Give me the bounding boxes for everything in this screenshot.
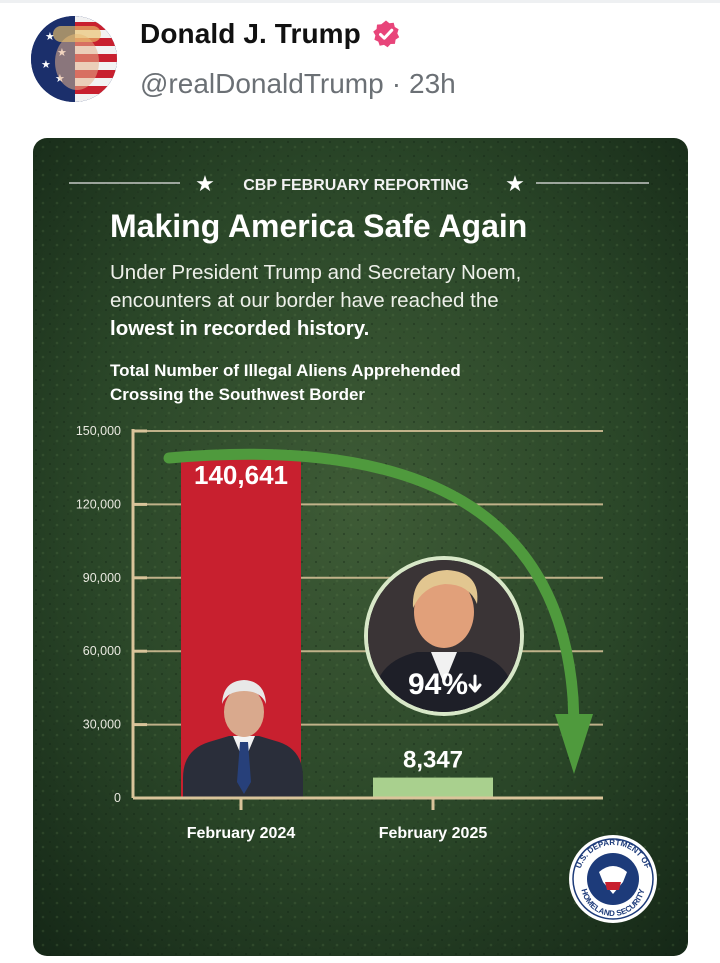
- verified-badge-icon: [373, 20, 400, 48]
- infographic: ★ CBP FEBRUARY REPORTING ★ Making Americ…: [33, 138, 688, 956]
- svg-text:★: ★: [41, 59, 51, 71]
- value-label: 140,641: [194, 460, 288, 490]
- y-tick-label: 150,000: [76, 424, 121, 438]
- top-divider: [0, 0, 720, 3]
- chart-heading-line-2: Crossing the Southwest Border: [110, 385, 365, 404]
- y-tick-label: 60,000: [83, 644, 121, 658]
- percent-badge: 94%: [408, 668, 468, 701]
- subhead-bold: lowest in recorded history.: [110, 317, 369, 340]
- chart-heading-line-1: Total Number of Illegal Aliens Apprehend…: [110, 361, 461, 380]
- headline: Making America Safe Again: [110, 208, 527, 244]
- avatar-image: ★ ★ ★ ★: [31, 16, 117, 102]
- subhead-line-2: encounters at our border have reached th…: [110, 289, 499, 312]
- x-tick-label: February 2024: [187, 825, 296, 842]
- x-tick-label: February 2025: [379, 825, 488, 842]
- star-icon: ★: [505, 171, 525, 196]
- svg-text:★: ★: [45, 31, 55, 43]
- portrait-2025: [364, 556, 524, 716]
- display-name[interactable]: Donald J. Trump: [140, 18, 361, 49]
- post-age[interactable]: 23h: [409, 68, 456, 99]
- separator: ·: [391, 68, 402, 99]
- handle[interactable]: @realDonaldTrump: [140, 68, 384, 99]
- arrow-down-icon: [468, 674, 482, 693]
- y-tick-label: 120,000: [76, 497, 121, 511]
- y-tick-label: 0: [114, 791, 121, 805]
- chart-labels: 0 30,000 60,000 90,000 120,000 150,000 Februar…: [76, 424, 603, 842]
- decline-arrow: [163, 448, 580, 729]
- decline-arrowhead: [555, 714, 593, 774]
- author-row: Donald J. Trump: [140, 18, 401, 50]
- value-label: 8,347: [403, 747, 463, 774]
- post-image[interactable]: ★ CBP FEBRUARY REPORTING ★ Making Americ…: [33, 138, 688, 956]
- texture: [33, 138, 688, 956]
- handle-row: @realDonaldTrump · 23h: [140, 68, 456, 100]
- subhead-line-1: Under President Trump and Secretary Noem…: [110, 261, 521, 284]
- y-tick-label: 30,000: [83, 718, 121, 732]
- kicker: CBP FEBRUARY REPORTING: [243, 177, 469, 194]
- dhs-seal: U.S. DEPARTMENT OF HOMELAND SECURITY: [569, 835, 657, 923]
- avatar[interactable]: ★ ★ ★ ★: [31, 16, 117, 102]
- bar-february-2025: [373, 777, 493, 798]
- portrait-2024: [183, 680, 303, 798]
- y-tick-label: 90,000: [83, 571, 121, 585]
- star-icon: ★: [195, 171, 215, 196]
